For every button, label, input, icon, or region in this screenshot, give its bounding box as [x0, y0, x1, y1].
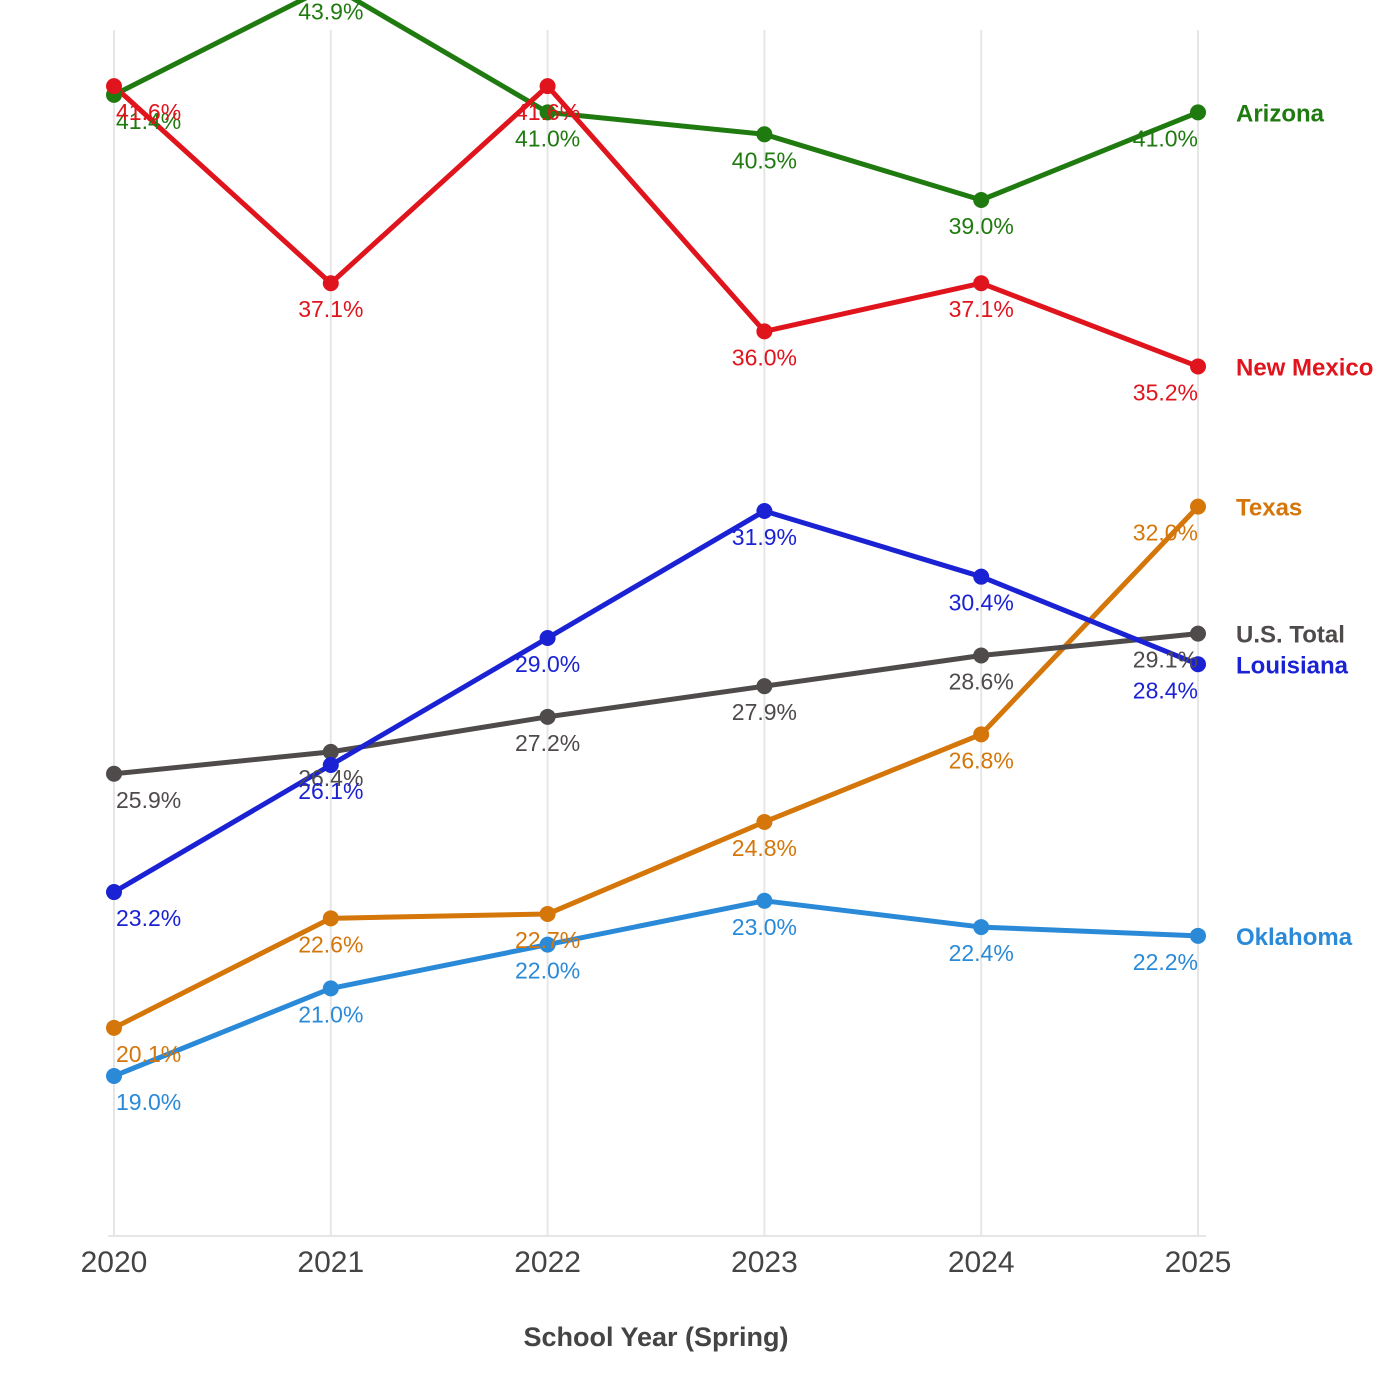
series-line-u-s-total: [111, 631, 1201, 777]
label-oklahoma-2025: 22.2%: [1133, 949, 1198, 975]
label-louisiana-2023: 31.9%: [732, 524, 797, 550]
point-texas-2022: [539, 905, 556, 922]
point-u-s-total-2020: [106, 765, 122, 782]
point-oklahoma-2023: [756, 892, 773, 909]
label-new-mexico-2021: 37.1%: [298, 296, 363, 322]
point-louisiana-2020: [106, 884, 122, 901]
label-u-s-total-2021: 26.4%: [298, 765, 363, 791]
point-texas-2020: [106, 1019, 122, 1036]
label-louisiana-2020: 23.2%: [116, 905, 181, 931]
label-arizona-2021: 43.9%: [298, 0, 363, 24]
series-name-new-mexico: New Mexico: [1236, 354, 1373, 381]
label-louisiana-2024: 30.4%: [949, 590, 1014, 616]
point-arizona-2024: [973, 192, 990, 208]
label-oklahoma-2020: 19.0%: [116, 1089, 181, 1115]
point-texas-2023: [756, 813, 773, 830]
label-texas-2021: 22.6%: [298, 931, 363, 957]
point-texas-2021: [322, 910, 339, 927]
label-u-s-total-2024: 28.6%: [949, 669, 1014, 695]
series-lines: [111, 0, 1201, 1079]
label-oklahoma-2024: 22.4%: [949, 940, 1014, 966]
label-oklahoma-2021: 21.0%: [298, 1001, 363, 1027]
point-texas-2025: [1190, 498, 1206, 515]
point-louisiana-2023: [756, 502, 773, 519]
series-name-oklahoma: Oklahoma: [1236, 924, 1353, 951]
point-oklahoma-2020: [106, 1068, 122, 1084]
point-new-mexico-2023: [756, 323, 773, 340]
point-u-s-total-2023: [756, 678, 773, 695]
label-louisiana-2021: 26.1%: [298, 778, 363, 804]
x-axis-ticks: 2020 2021 2022 2023 2024 2025: [81, 1246, 1232, 1279]
label-texas-2024: 26.8%: [949, 747, 1014, 773]
label-u-s-total-2020: 25.9%: [116, 787, 181, 813]
point-new-mexico-2022: [539, 78, 556, 95]
point-louisiana-2021: [322, 757, 339, 774]
data-labels: 41.4%43.9%41.0%40.5%39.0%41.0%41.6%37.1%…: [116, 0, 1198, 1115]
point-new-mexico-2021: [322, 275, 339, 292]
point-new-mexico-2020: [106, 78, 122, 95]
series-line-texas: [111, 504, 1201, 1031]
label-texas-2023: 24.8%: [732, 835, 797, 861]
label-new-mexico-2025: 35.2%: [1133, 379, 1198, 405]
series-name-texas: Texas: [1236, 495, 1302, 522]
label-new-mexico-2020: 41.6%: [116, 99, 181, 125]
x-tick-2020: 2020: [81, 1246, 148, 1279]
label-texas-2025: 32.0%: [1133, 520, 1198, 546]
point-oklahoma-2022: [539, 936, 556, 953]
point-u-s-total-2022: [539, 708, 556, 725]
point-new-mexico-2024: [973, 275, 990, 292]
point-oklahoma-2021: [322, 980, 339, 997]
label-louisiana-2022: 29.0%: [515, 651, 580, 677]
point-u-s-total-2025: [1190, 625, 1206, 642]
label-oklahoma-2023: 23.0%: [732, 914, 797, 940]
label-new-mexico-2024: 37.1%: [949, 296, 1014, 322]
point-oklahoma-2025: [1190, 927, 1206, 944]
point-new-mexico-2025: [1190, 358, 1206, 375]
x-tick-2022: 2022: [514, 1246, 581, 1279]
data-points: [106, 78, 1206, 1084]
series-line-arizona: [111, 0, 1201, 203]
point-oklahoma-2024: [973, 919, 990, 936]
point-texas-2024: [973, 726, 990, 743]
label-arizona-2020: 41.4%: [116, 108, 181, 134]
series-name-labels: Arizona New Mexico Texas U.S. Total Louisian…: [1236, 100, 1373, 950]
x-tick-2021: 2021: [297, 1246, 364, 1279]
series-name-louisiana: Louisiana: [1236, 652, 1349, 679]
label-oklahoma-2022: 22.0%: [515, 958, 580, 984]
x-tick-2023: 2023: [731, 1246, 798, 1279]
label-texas-2020: 20.1%: [116, 1041, 181, 1067]
series-name-u-s-total: U.S. Total: [1236, 622, 1345, 649]
label-arizona-2022: 41.0%: [515, 125, 580, 151]
x-axis-title: School Year (Spring): [523, 1322, 788, 1352]
series-line-louisiana: [111, 508, 1201, 895]
series-line-oklahoma: [111, 898, 1201, 1079]
label-arizona-2025: 41.0%: [1133, 125, 1198, 151]
label-new-mexico-2023: 36.0%: [732, 344, 797, 370]
label-new-mexico-2022: 41.6%: [515, 99, 580, 125]
label-arizona-2023: 40.5%: [732, 147, 797, 173]
series-name-arizona: Arizona: [1236, 100, 1325, 127]
point-louisiana-2025: [1190, 656, 1206, 673]
label-arizona-2024: 39.0%: [949, 213, 1014, 239]
label-u-s-total-2025: 29.1%: [1133, 647, 1198, 673]
point-arizona-2025: [1190, 104, 1206, 121]
point-u-s-total-2021: [322, 743, 339, 760]
series-line-new-mexico: [111, 83, 1201, 369]
label-u-s-total-2023: 27.9%: [732, 699, 797, 725]
x-tick-2024: 2024: [948, 1246, 1015, 1279]
point-arizona-2023: [756, 126, 773, 143]
label-texas-2022: 22.7%: [515, 927, 580, 953]
point-arizona-2022: [539, 104, 556, 121]
point-louisiana-2022: [539, 630, 556, 646]
point-louisiana-2024: [973, 568, 990, 585]
x-tick-2025: 2025: [1165, 1246, 1232, 1279]
label-louisiana-2025: 28.4%: [1133, 677, 1198, 703]
label-u-s-total-2022: 27.2%: [515, 730, 580, 756]
point-u-s-total-2024: [973, 647, 990, 664]
